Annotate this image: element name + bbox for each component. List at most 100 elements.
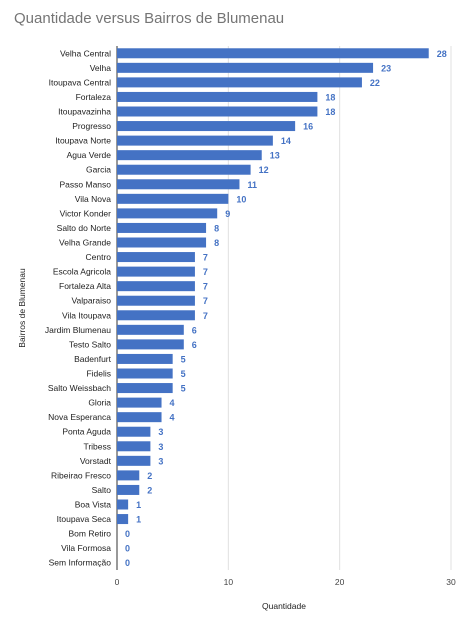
category-label: Passo Manso <box>60 179 112 189</box>
bar <box>117 222 207 233</box>
value-label: 9 <box>225 209 230 219</box>
bar <box>117 499 129 510</box>
value-label: 2 <box>147 485 152 495</box>
category-label: Valparaiso <box>71 296 111 306</box>
value-label: 8 <box>214 223 219 233</box>
bars <box>117 48 429 525</box>
bar <box>117 397 162 408</box>
category-label: Fortaleza Alta <box>59 281 111 291</box>
bar <box>117 310 195 321</box>
x-tick-label: 0 <box>115 577 120 587</box>
category-label: Bom Retiro <box>68 529 111 539</box>
bar <box>117 106 318 117</box>
value-label: 3 <box>158 456 163 466</box>
value-label: 23 <box>381 63 391 73</box>
bar <box>117 193 229 204</box>
x-axis-title: Quantidade <box>262 601 306 611</box>
chart-title: Quantidade versus Bairros de Blumenau <box>14 10 285 27</box>
value-label: 7 <box>203 267 208 277</box>
category-label: Ribeirao Fresco <box>51 470 111 480</box>
bar <box>117 237 207 248</box>
category-label: Boa Vista <box>75 500 112 510</box>
x-tick-label: 10 <box>224 577 234 587</box>
bar <box>117 135 273 146</box>
category-label: Badenfurt <box>74 354 111 364</box>
value-label: 11 <box>247 180 257 190</box>
category-label: Testo Salto <box>69 339 111 349</box>
value-label: 1 <box>136 500 141 510</box>
category-label: Salto <box>92 485 112 495</box>
category-label: Progresso <box>72 121 111 131</box>
category-label: Salto do Norte <box>57 223 112 233</box>
category-label: Velha <box>90 63 112 73</box>
category-label: Itoupava Seca <box>57 514 112 524</box>
bar <box>117 455 151 466</box>
category-label: Vila Itoupava <box>62 310 111 320</box>
category-label: Fortaleza <box>76 92 112 102</box>
bar <box>117 324 184 335</box>
value-label: 5 <box>181 384 186 394</box>
bar <box>117 383 173 394</box>
y-axis-title: Bairros de Blumenau <box>17 268 27 348</box>
value-label: 16 <box>303 122 313 132</box>
bar <box>117 514 129 525</box>
bar <box>117 368 173 379</box>
bar <box>117 208 218 219</box>
category-label: Itoupavazinha <box>58 107 111 117</box>
x-tick-label: 20 <box>335 577 345 587</box>
bar <box>117 484 140 495</box>
value-label: 1 <box>136 515 141 525</box>
bar <box>117 353 173 364</box>
category-label: Escola Agricola <box>53 267 111 277</box>
bar <box>117 441 151 452</box>
bar <box>117 470 140 481</box>
bar <box>117 266 195 277</box>
bar <box>117 121 296 132</box>
value-label: 4 <box>170 413 175 423</box>
value-label: 22 <box>370 78 380 88</box>
value-label: 18 <box>325 107 335 117</box>
bar <box>117 77 362 88</box>
category-label: Vila Nova <box>75 194 111 204</box>
category-label: Jardim Blumenau <box>45 325 111 335</box>
value-label: 0 <box>125 558 130 568</box>
bar <box>117 426 151 437</box>
category-label: Vila Formosa <box>61 543 111 553</box>
value-label: 7 <box>203 282 208 292</box>
bar <box>117 281 195 292</box>
category-label: Centro <box>85 252 111 262</box>
value-label: 6 <box>192 325 197 335</box>
value-label: 7 <box>203 296 208 306</box>
category-label: Sem Informação <box>49 558 112 568</box>
value-label: 6 <box>192 340 197 350</box>
value-label: 28 <box>437 49 447 59</box>
category-label: Salto Weissbach <box>48 383 111 393</box>
value-label: 14 <box>281 136 291 146</box>
value-label: 5 <box>181 369 186 379</box>
category-label: Tribess <box>83 441 111 451</box>
bar <box>117 295 195 306</box>
gridlines <box>116 46 452 570</box>
value-label: 7 <box>203 253 208 263</box>
value-label: 2 <box>147 471 152 481</box>
x-tick-label: 30 <box>446 577 456 587</box>
category-label: Nova Esperanca <box>48 412 111 422</box>
value-label: 10 <box>236 194 246 204</box>
bar <box>117 62 374 73</box>
value-label: 7 <box>203 311 208 321</box>
value-label: 12 <box>259 165 269 175</box>
category-label: Ponta Aguda <box>62 427 111 437</box>
value-label: 3 <box>158 427 163 437</box>
value-label: 5 <box>181 354 186 364</box>
bar <box>117 412 162 423</box>
category-label: Fidelis <box>86 369 111 379</box>
value-label: 3 <box>158 442 163 452</box>
bar <box>117 48 429 59</box>
category-label: Itoupava Norte <box>55 136 111 146</box>
value-label: 0 <box>125 529 130 539</box>
category-label: Vorstadt <box>80 456 112 466</box>
category-label: Itoupava Central <box>49 77 111 87</box>
value-label: 0 <box>125 544 130 554</box>
